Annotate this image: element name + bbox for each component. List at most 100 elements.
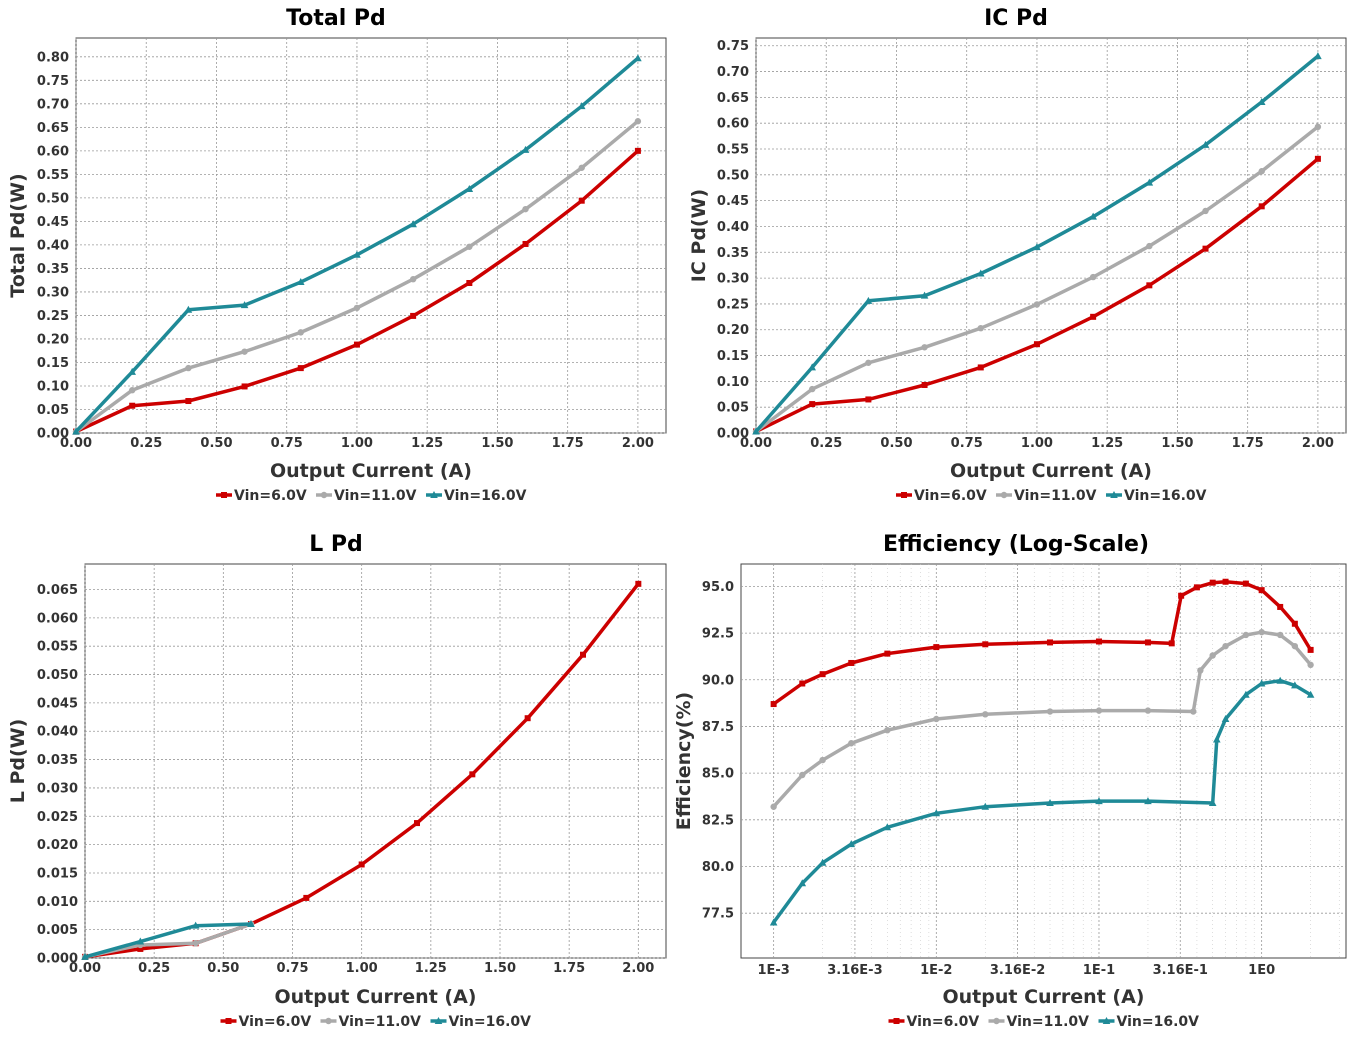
data-point [1089,212,1097,220]
data-point [191,921,200,929]
data-point [982,711,989,718]
y-tick-label: 0.60 [37,144,69,159]
data-point [1190,708,1197,715]
data-point [982,641,989,648]
data-point [184,305,193,313]
y-tick-label: 0.25 [37,309,69,324]
data-point [466,279,473,286]
x-tick-label: 1E-2 [920,963,952,978]
data-point [1242,690,1250,698]
data-point [1276,676,1284,684]
data-point [1258,203,1265,210]
y-tick-label: 0.20 [717,323,749,338]
data-point [303,894,310,901]
legend-marker [1000,491,1008,499]
x-tick-label: 1.75 [1232,436,1264,451]
chart-panel-1: 0.00 0.25 0.50 0.75 1.00 1.25 1.50 1.75 2.00 0.00… [7,6,667,504]
data-point [1242,631,1250,639]
legend-item: Vin=11.0V [316,488,417,504]
data-point [921,381,928,388]
data-point [1046,708,1054,715]
data-point [799,771,806,779]
data-point [1202,245,1209,252]
x-tick-label: 0.75 [276,961,308,976]
legend-label: Vin=11.0V [339,1014,422,1030]
x-axis-label: Output Current (A) [943,986,1145,1008]
legend: Vin=6.0V Vin=11.0V Vin=16.0V [896,488,1207,504]
data-point [1144,707,1152,714]
legend-item: Vin=16.0V [1106,488,1207,504]
x-tick-label: 0.75 [951,436,983,451]
grid [84,564,666,959]
y-tick-label: 0.05 [717,401,749,416]
data-point [1193,584,1200,591]
data-point [578,197,585,204]
y-tick-label: 0.50 [37,191,69,206]
series-Vin=16.0V [752,52,1322,435]
y-axis-label: IC Pd(W) [688,189,710,282]
series-Vin=16.0V [81,919,255,960]
data-point [185,398,192,405]
plot-area [84,563,667,959]
series-line [83,922,253,959]
x-tick-label: 1E0 [1248,963,1275,978]
data-point [1307,661,1314,669]
y-tick-label: 0.050 [37,668,78,683]
y-tick-label: 0.65 [717,91,749,106]
data-point [634,147,641,154]
legend-item: Vin=16.0V [426,488,527,504]
data-point [819,671,826,678]
y-tick-label: 0.30 [37,285,69,300]
data-point [864,296,873,304]
data-point [920,291,929,299]
data-point [1197,667,1204,674]
legend-item: Vin=11.0V [988,1014,1089,1030]
y-tick-label: 0.80 [37,50,69,65]
y-tick-label: 0.05 [37,403,69,418]
legend-label: Vin=16.0V [444,488,527,504]
y-tick-label: 0.25 [717,297,749,312]
data-point [414,820,420,827]
x-tick-label: 1.50 [1161,436,1193,451]
y-tick-label: 0.000 [37,952,78,967]
data-point [1095,797,1103,805]
data-point [1257,98,1266,106]
chart-panel-4: 1E-3 3.16E-3 1E-2 3.16E-2 1E-1 3.16E-1 1E0 77.5… [673,532,1347,1030]
y-tick-label: 92.5 [702,627,734,642]
legend: Vin=6.0V Vin=11.0V Vin=16.0V [888,1014,1199,1030]
y-tick-label: 0.00 [37,427,69,442]
legend-marker [901,492,907,498]
data-point [409,276,417,283]
data-point [240,301,249,309]
data-point [770,803,777,810]
data-point [884,650,891,657]
y-tick-label: 0.30 [717,272,749,287]
y-tick-label: 0.10 [37,379,69,394]
y-tick-label: 0.055 [37,640,78,655]
data-point [185,364,192,372]
legend-item: Vin=11.0V [996,488,1097,504]
x-tick-label: 1.75 [552,436,584,451]
data-point [1306,690,1315,698]
legend-label: Vin=6.0V [914,488,987,504]
y-tick-label: 0.55 [717,143,749,158]
y-tick-label: 0.045 [37,696,78,711]
data-point [977,324,984,332]
grid [755,38,1346,434]
data-point [469,771,476,778]
y-axis-label: Total Pd(W) [7,173,29,297]
data-point [296,278,305,286]
data-point [353,341,360,348]
x-tick-label: 2.00 [622,961,654,976]
y-tick-label: 0.60 [717,117,749,132]
y-tick-label: 0.035 [37,753,78,768]
data-point [1242,580,1249,587]
data-point [1291,642,1299,650]
y-tick-label: 0.45 [717,194,749,209]
x-tick-label: 2.00 [622,436,654,451]
data-point [1291,620,1298,627]
legend-label: Vin=6.0V [234,488,307,504]
data-point [799,680,806,687]
data-point [848,740,855,747]
